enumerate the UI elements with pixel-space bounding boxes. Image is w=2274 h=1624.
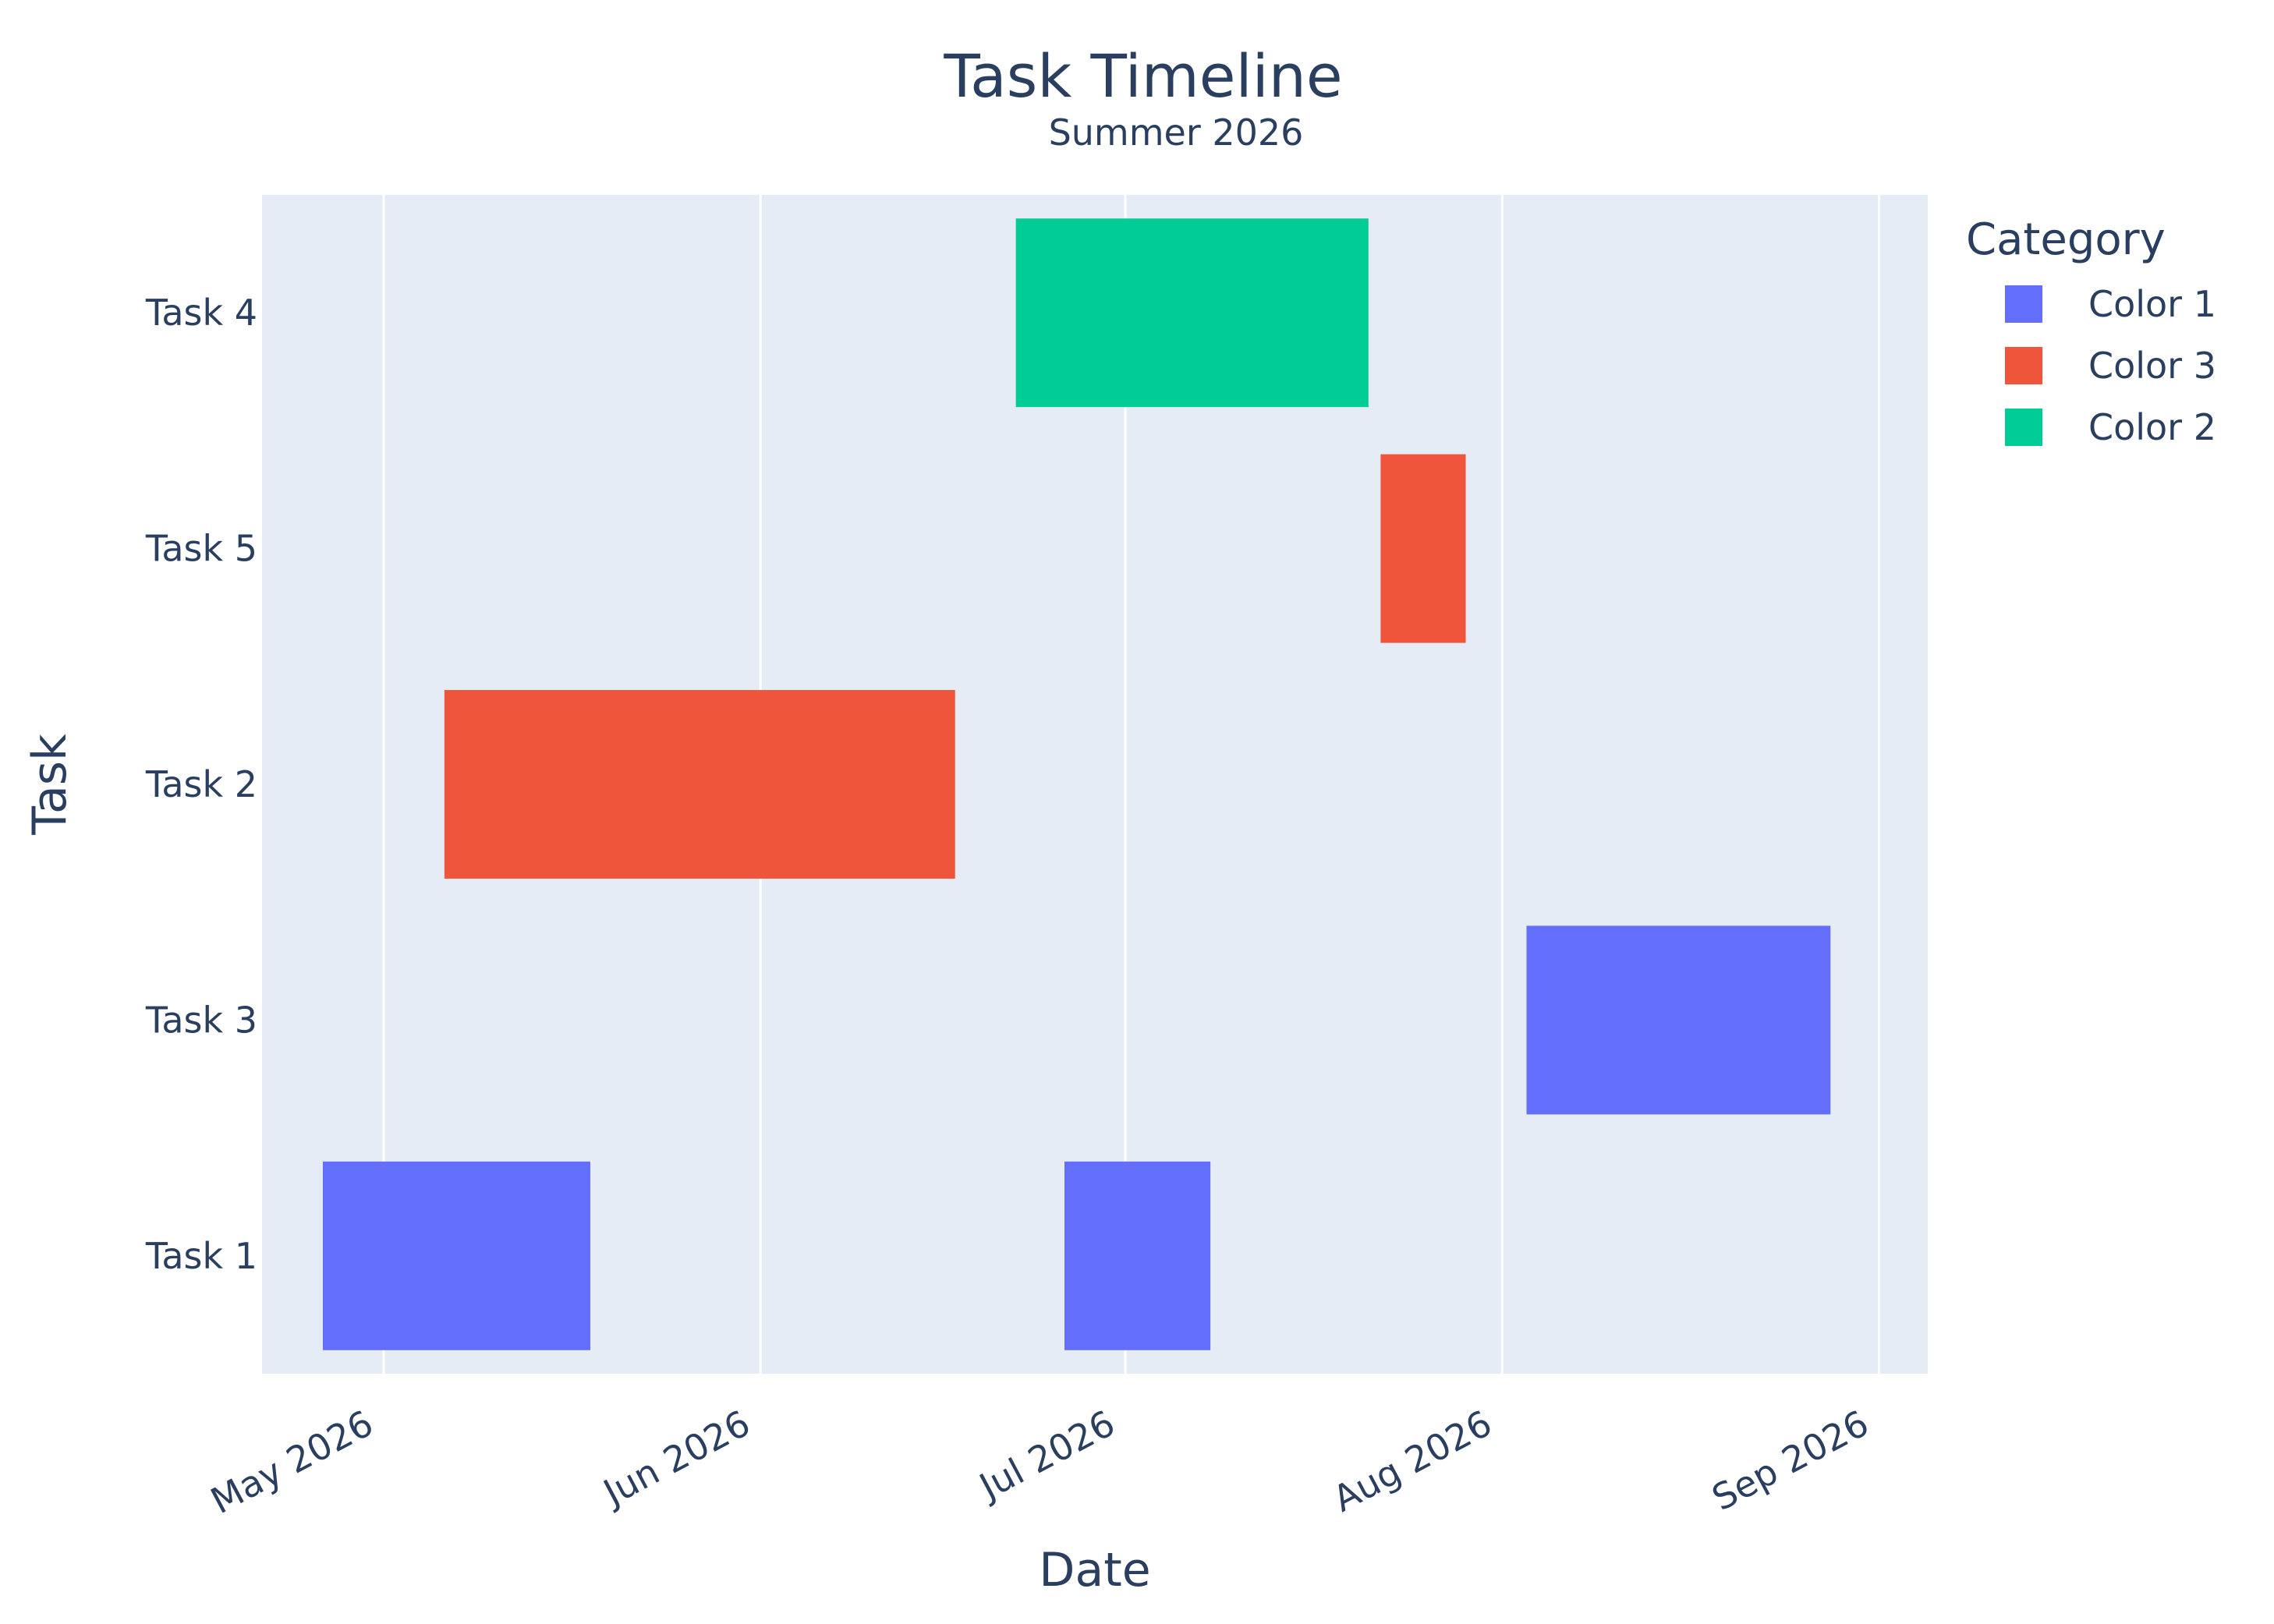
y-tick-label: Task 5: [145, 528, 257, 570]
y-tick-labels: Task 4 Task 5 Task 2 Task 3 Task 1: [145, 292, 257, 1277]
bars: [322, 218, 1831, 1350]
legend-label: Color 2: [2088, 406, 2216, 448]
gantt-bar: [1526, 925, 1831, 1115]
x-axis-title: Date: [1039, 1543, 1150, 1597]
x-tick-labels: May 2026 Jun 2026 Jul 2026 Aug 2026 Sep 2026: [204, 1402, 1875, 1522]
legend-swatch: [2005, 285, 2042, 323]
x-tick-label: Jun 2026: [595, 1402, 757, 1515]
y-tick-label: Task 1: [145, 1235, 257, 1277]
x-tick-label: Sep 2026: [1705, 1402, 1876, 1519]
y-tick-label: Task 3: [145, 999, 257, 1041]
legend-label: Color 3: [2088, 345, 2216, 387]
x-tick-label: May 2026: [204, 1402, 380, 1522]
legend-swatch: [2005, 347, 2042, 384]
y-tick-label: Task 4: [145, 292, 257, 334]
x-tick-label: Jul 2026: [971, 1402, 1121, 1509]
gantt-bar: [1380, 454, 1466, 643]
legend-title: Category: [1966, 214, 2166, 265]
y-axis-title: Task: [23, 734, 77, 836]
gantt-bar: [322, 1161, 590, 1350]
chart-title: Task Timeline: [943, 41, 1342, 111]
legend-label: Color 1: [2088, 283, 2216, 325]
x-tick-label: Aug 2026: [1326, 1402, 1499, 1520]
legend-swatch: [2005, 409, 2042, 446]
gantt-bar: [444, 690, 955, 879]
legend: Category Color 1 Color 3 Color 2: [1966, 214, 2216, 448]
y-tick-label: Task 2: [145, 763, 257, 805]
gantt-bar: [1064, 1161, 1211, 1350]
chart-subtitle: Summer 2026: [1049, 111, 1304, 154]
gantt-bar: [1015, 218, 1369, 408]
